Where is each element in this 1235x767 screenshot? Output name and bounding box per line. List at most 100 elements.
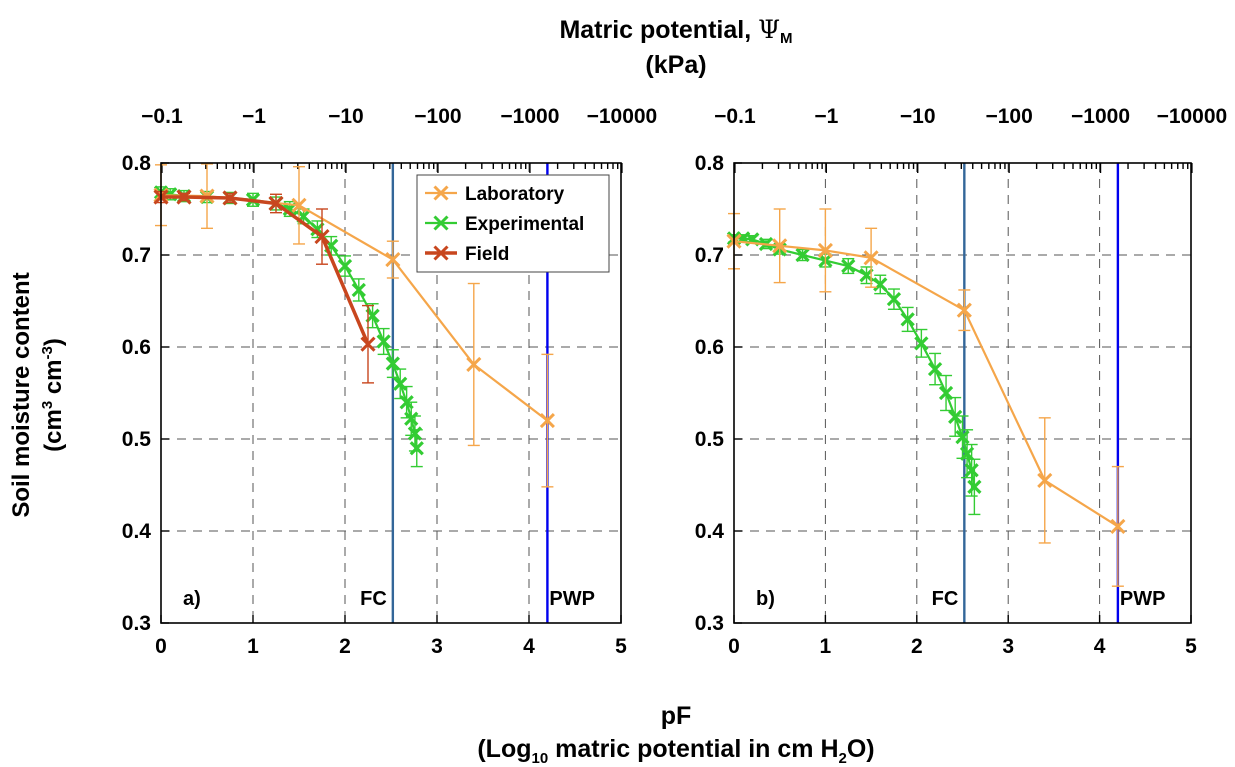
y-tick-label: 0.7 (695, 244, 724, 267)
x-label-part-c: O) (847, 735, 875, 763)
x-label-part-b: matric potential in cm H (548, 735, 838, 763)
marker-experimental (337, 258, 353, 274)
x-tick-label: 1 (247, 635, 259, 658)
top-axis-tick-label: −0.1 (141, 105, 183, 128)
top-axis-tick-label: −1000 (500, 105, 559, 128)
y-tick-label: 0.8 (122, 152, 152, 175)
y-label-sup1: 3 (39, 401, 56, 409)
panel-label: a) (183, 588, 201, 610)
plot-frame (160, 162, 622, 624)
series-field (153, 189, 376, 384)
x-label-part-a: (Log (477, 735, 531, 763)
marker-experimental (967, 479, 982, 494)
marker-field (314, 229, 330, 245)
marker-experimental (351, 282, 366, 298)
marker-laboratory (1110, 518, 1126, 534)
legend-label-field: Field (465, 244, 509, 265)
x-tick-label: 3 (431, 635, 443, 658)
y-label-sup2: -3 (39, 346, 56, 359)
fc-label: FC (360, 588, 387, 610)
pwp-label: PWP (1120, 588, 1166, 610)
top-axis-tick-label: −10000 (587, 105, 658, 128)
panel-label: b) (756, 588, 775, 610)
top-axis-tick-label: −0.1 (714, 105, 756, 128)
x-tick-label: 4 (1094, 635, 1106, 658)
marker-experimental (393, 376, 408, 391)
y-tick-label: 0.8 (695, 152, 725, 175)
marker-experimental (964, 463, 979, 478)
marker-experimental (927, 361, 943, 377)
series-line-field (161, 195, 370, 345)
plot-frame (733, 162, 1192, 624)
y-tick-label: 0.6 (122, 336, 151, 359)
y-tick-label: 0.3 (695, 612, 724, 635)
top-title: Matric potential, ΨM (559, 15, 792, 47)
legend-marker-field (433, 245, 449, 261)
legend: Laboratory Experimental Field (416, 174, 610, 273)
y-tick-label: 0.3 (122, 612, 151, 635)
x-tick-label: 3 (1002, 635, 1014, 658)
marker-field (360, 336, 376, 352)
x-tick-label: 5 (615, 635, 627, 658)
marker-laboratory (385, 252, 401, 268)
marker-experimental (914, 336, 929, 351)
top-axis-tick-label: −1000 (1071, 105, 1130, 128)
y-axis-label: Soil moisture content (cm3 cm-3) (8, 272, 67, 517)
x-tick-label: 0 (728, 635, 740, 658)
marker-experimental (948, 409, 963, 425)
panel-b: 0 1 2 3 4 5 0.3 0.4 0.5 0.6 0.7 0.8 −0.1 −1 −10 −100 −10… (695, 105, 1227, 658)
marker-experimental (886, 292, 902, 307)
series-experimental (153, 185, 424, 468)
x-axis-label-line2: (Log10 matric potential in cm H2O) (477, 735, 874, 767)
marker-experimental (409, 441, 424, 456)
legend-marker-experimental (433, 215, 449, 231)
marker-laboratory (466, 356, 482, 373)
psi-subscript: M (780, 30, 793, 47)
top-axis-tick-label: −10000 (1157, 105, 1228, 128)
series-line-laboratory (733, 240, 1119, 528)
top-title-units: (kPa) (645, 51, 706, 79)
x-tick-label: 2 (339, 635, 351, 658)
x-axis-label-line1: pF (661, 702, 692, 730)
marker-field (222, 190, 238, 206)
marker-experimental (873, 277, 888, 292)
legend-marker-laboratory (433, 185, 449, 201)
x-label-sub1: 10 (531, 750, 548, 767)
fc-label: FC (932, 588, 959, 610)
marker-field (268, 195, 284, 212)
series-laboratory (726, 208, 1126, 587)
top-title-text: Matric potential, (559, 16, 758, 44)
psi-symbol: Ψ (758, 15, 780, 44)
y-axis-label-line2: (cm3 cm-3) (39, 338, 67, 452)
top-axis-tick-label: −1 (242, 105, 266, 128)
legend-label-experimental: Experimental (465, 214, 584, 235)
top-axis-tick-label: −10 (900, 105, 936, 128)
top-axis-tick-label: −1 (814, 105, 838, 128)
pwp-label: PWP (549, 588, 595, 610)
marker-laboratory (863, 250, 879, 266)
y-tick-label: 0.5 (122, 428, 152, 451)
x-tick-label: 5 (1185, 635, 1197, 658)
x-tick-label: 2 (911, 635, 923, 658)
marker-laboratory (772, 238, 788, 254)
top-axis-tick-label: −100 (985, 105, 1032, 128)
y-label-part-a: (cm (40, 409, 67, 452)
marker-experimental (376, 334, 391, 349)
top-axis-tick-label: −10 (328, 105, 364, 128)
marker-experimental (795, 247, 810, 263)
x-tick-label: 4 (523, 635, 535, 658)
marker-laboratory (1037, 472, 1053, 488)
marker-laboratory (956, 302, 972, 318)
x-tick-label: 1 (820, 635, 832, 658)
series-experimental (726, 231, 982, 516)
marker-laboratory (817, 242, 833, 258)
marker-experimental (900, 312, 915, 327)
y-label-part-b: cm (40, 359, 67, 400)
x-tick-label: 0 (155, 635, 167, 658)
y-tick-label: 0.6 (695, 336, 724, 359)
y-tick-label: 0.7 (122, 244, 151, 267)
y-label-part-c: ) (40, 338, 67, 346)
y-tick-label: 0.4 (695, 520, 725, 543)
marker-laboratory (539, 413, 555, 429)
